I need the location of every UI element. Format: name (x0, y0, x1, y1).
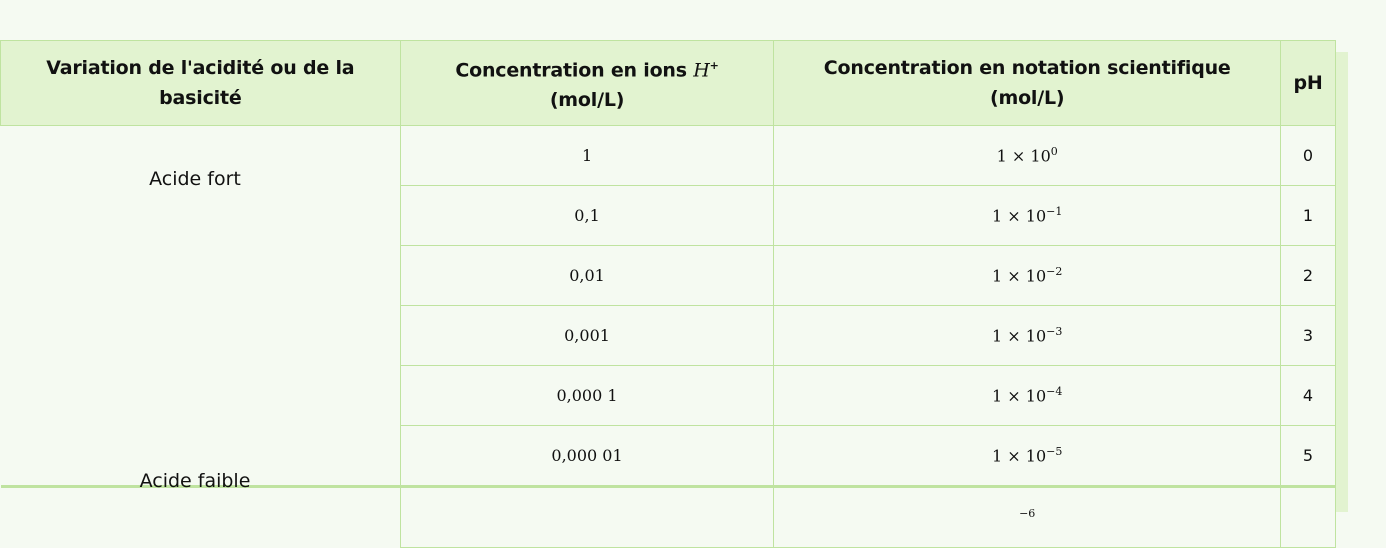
ph-cell: 2 (1280, 245, 1336, 306)
header-row: Variation de l'acidité ou de la basicité… (0, 40, 1336, 126)
table-row: 0,1 1 × 10−1 1 (0, 185, 1336, 246)
variation-cell (0, 305, 401, 366)
variation-cell (0, 365, 401, 426)
variation-cell (0, 425, 401, 487)
header-variation: Variation de l'acidité ou de la basicité (0, 40, 401, 126)
variation-cell (0, 125, 401, 186)
scientific-cell: 1 × 10−5 (773, 425, 1281, 487)
table-row: 1 1 × 100 0 (0, 125, 1336, 186)
header-concentration: Concentration en ions H+ (mol/L) (399, 40, 775, 126)
scientific-cell: 1 × 10−4 (773, 365, 1281, 426)
variation-cell (0, 185, 401, 246)
concentration-cell: 1 (399, 125, 775, 186)
ph-cell: 0 (1280, 125, 1336, 186)
table-shadow (1335, 52, 1348, 512)
label-acide-fort: Acide fort (149, 168, 241, 190)
table-row: 0,000 01 1 × 10−5 5 (0, 425, 1336, 487)
label-acide-faible: Acide faible (139, 470, 251, 492)
concentration-cell: 0,1 (399, 185, 775, 246)
ph-cell: 1 (1280, 185, 1336, 246)
header-ph: pH (1280, 40, 1336, 126)
concentration-cell: 0,01 (399, 245, 775, 306)
table-row: 0,001 1 × 10−3 3 (0, 305, 1336, 366)
concentration-cell: 0,001 (399, 305, 775, 366)
ph-cell: 3 (1280, 305, 1336, 366)
table-row: 0,000 1 1 × 10−4 4 (0, 365, 1336, 426)
concentration-cell: 0,000 1 (399, 365, 775, 426)
ph-cell (1280, 486, 1336, 548)
table-row: 0,01 1 × 10−2 2 (0, 245, 1336, 306)
ph-cell: 5 (1280, 425, 1336, 487)
scientific-cell: 1 × 10−1 (773, 185, 1281, 246)
table-row: −6 (0, 486, 1336, 548)
header-scientific: Concentration en notation scientifique (m… (773, 40, 1281, 126)
variation-cell (0, 486, 401, 548)
variation-cell (0, 245, 401, 306)
concentration-cell: 0,000 01 (399, 425, 775, 487)
scientific-cell: −6 (773, 486, 1281, 548)
scientific-cell: 1 × 100 (773, 125, 1281, 186)
scientific-cell: 1 × 10−3 (773, 305, 1281, 366)
concentration-cell (399, 486, 775, 548)
scientific-cell: 1 × 10−2 (773, 245, 1281, 306)
ph-cell: 4 (1280, 365, 1336, 426)
